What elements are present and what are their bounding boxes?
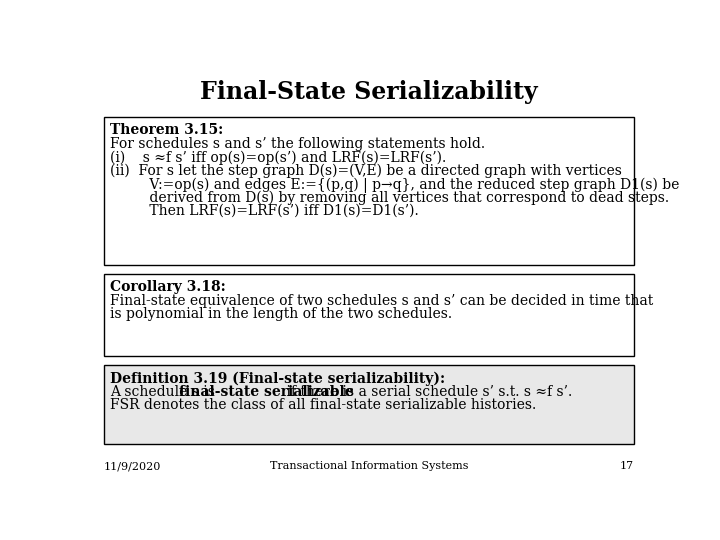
Text: For schedules s and s’ the following statements hold.: For schedules s and s’ the following sta… [110,137,485,151]
FancyBboxPatch shape [104,274,634,356]
Text: Corollary 3.18:: Corollary 3.18: [110,280,226,294]
Text: Final-State Serializability: Final-State Serializability [200,80,538,104]
Text: is polynomial in the length of the two schedules.: is polynomial in the length of the two s… [110,307,452,321]
Text: A schedule s is: A schedule s is [110,384,220,399]
Text: Theorem 3.15:: Theorem 3.15: [110,123,223,137]
Text: V:=op(s) and edges E:={(p,q) | p→q}, and the reduced step graph D1(s) be: V:=op(s) and edges E:={(p,q) | p→q}, and… [110,177,680,193]
Text: if there is a serial schedule s’ s.t. s ≈f s’.: if there is a serial schedule s’ s.t. s … [282,384,572,399]
Text: (ii)  For s let the step graph D(s)=(V,E) be a directed graph with vertices: (ii) For s let the step graph D(s)=(V,E)… [110,164,622,178]
Text: Final-state equivalence of two schedules s and s’ can be decided in time that: Final-state equivalence of two schedules… [110,294,654,308]
Text: final-state serializable: final-state serializable [179,384,354,399]
Text: derived from D(s) by removing all vertices that correspond to dead steps.: derived from D(s) by removing all vertic… [110,191,670,205]
FancyBboxPatch shape [104,117,634,265]
Text: Definition 3.19 (Final-state serializability):: Definition 3.19 (Final-state serializabi… [110,372,445,386]
Text: Then LRF(s)=LRF(s’) iff D1(s)=D1(s’).: Then LRF(s)=LRF(s’) iff D1(s)=D1(s’). [110,204,419,218]
Text: 11/9/2020: 11/9/2020 [104,461,161,471]
Text: FSR denotes the class of all final-state serializable histories.: FSR denotes the class of all final-state… [110,398,536,412]
Text: Transactional Information Systems: Transactional Information Systems [270,461,468,471]
Text: (i)    s ≈f s’ iff op(s)=op(s’) and LRF(s)=LRF(s’).: (i) s ≈f s’ iff op(s)=op(s’) and LRF(s)=… [110,150,446,165]
Text: 17: 17 [620,461,634,471]
FancyBboxPatch shape [104,365,634,444]
